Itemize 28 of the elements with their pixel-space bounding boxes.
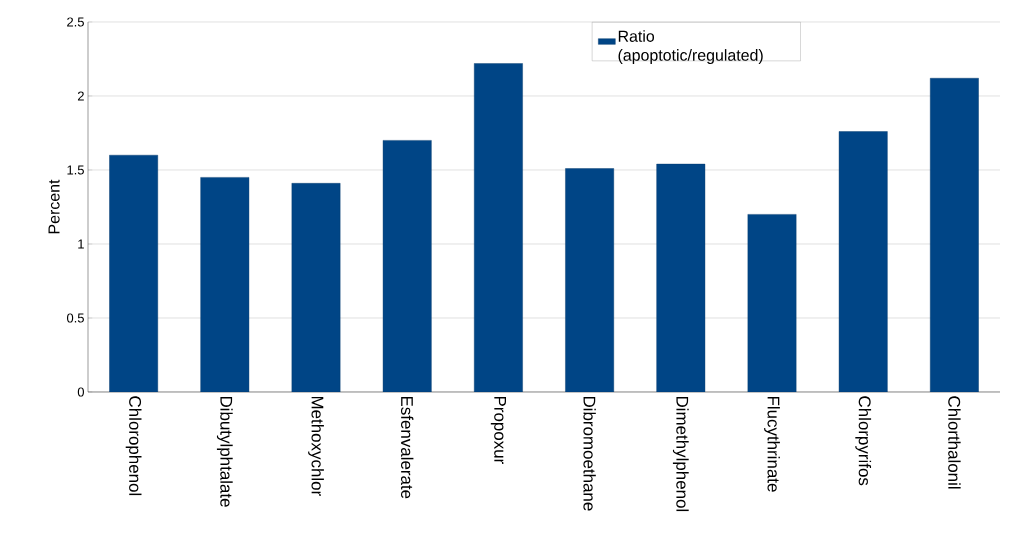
legend-label: Ratio (apoptotic/regulated) <box>618 30 763 64</box>
bar <box>200 177 250 392</box>
bar <box>838 131 888 392</box>
y-tick-label: 1 <box>78 239 84 249</box>
bar <box>656 163 706 392</box>
y-tick-label: 0 <box>77 387 84 397</box>
x-tick-label: Dibromoethane <box>583 396 596 511</box>
x-tick-label: Dibutylphtalate <box>216 396 233 507</box>
bar <box>291 183 341 392</box>
y-tick-label: 2 <box>77 91 84 101</box>
bar <box>474 63 523 392</box>
x-tick-label: Flucythrinate <box>764 396 780 492</box>
x-tick-label: Methoxychlor <box>308 396 324 496</box>
bar <box>109 154 158 392</box>
x-tick-label: Esfenvalerate <box>400 396 414 499</box>
y-tick-label: 0.5 <box>66 313 84 323</box>
y-tick-label: 2.5 <box>67 17 84 27</box>
y-axis-title: Percent <box>48 179 60 234</box>
bar <box>382 140 432 392</box>
bar <box>565 168 614 392</box>
y-tick-label: 1.5 <box>67 165 84 175</box>
x-tick-label: Propoxur <box>490 396 506 464</box>
x-tick-label: Dimethylphenol <box>672 396 689 512</box>
x-tick-label: Chlorophenol <box>125 396 142 496</box>
bar <box>930 78 979 392</box>
bar <box>747 214 797 392</box>
x-tick-label: Chlorthalonil <box>948 396 961 489</box>
x-tick-label: Chlorpyrifos <box>855 396 872 486</box>
